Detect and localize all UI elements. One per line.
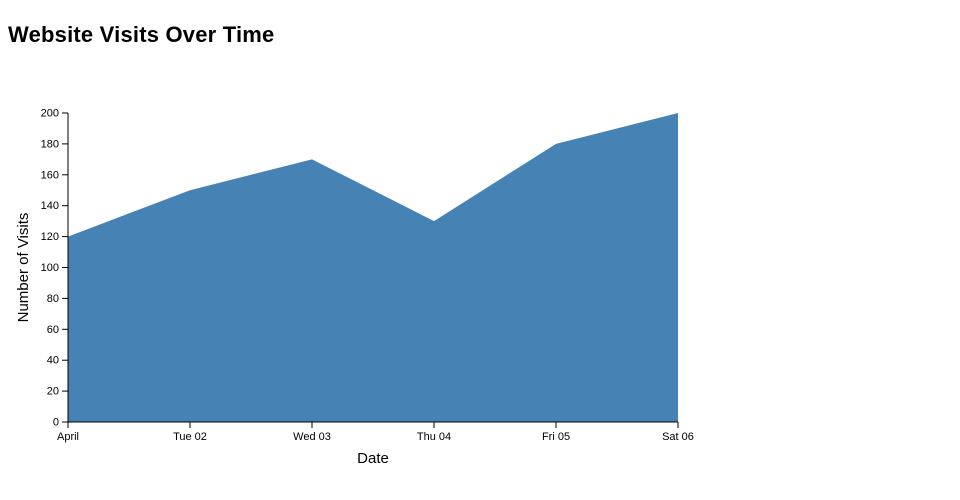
y-tick-label: 100 (41, 262, 59, 274)
y-tick-label: 160 (41, 169, 59, 181)
y-tick-label: 140 (41, 200, 59, 212)
x-axis-title: Date (357, 450, 389, 467)
y-tick-label: 180 (41, 138, 59, 150)
x-tick-label: Wed 03 (293, 431, 331, 443)
y-tick-label: 20 (47, 386, 59, 398)
x-tick-label: Fri 05 (542, 431, 570, 443)
chart-title: Website Visits Over Time (8, 22, 275, 47)
y-tick-label: 80 (47, 293, 59, 305)
x-tick-label: Thu 04 (417, 431, 451, 443)
y-tick-label: 40 (47, 355, 59, 367)
area-series (68, 113, 678, 422)
y-tick-label: 120 (41, 231, 59, 243)
x-tick-label: April (57, 431, 79, 443)
y-axis-title: Number of Visits (15, 213, 32, 323)
y-tick-label: 0 (53, 417, 59, 429)
y-tick-label: 200 (41, 108, 59, 120)
x-tick-label: Tue 02 (173, 431, 207, 443)
x-tick-label: Sat 06 (662, 431, 694, 443)
y-tick-label: 60 (47, 324, 59, 336)
